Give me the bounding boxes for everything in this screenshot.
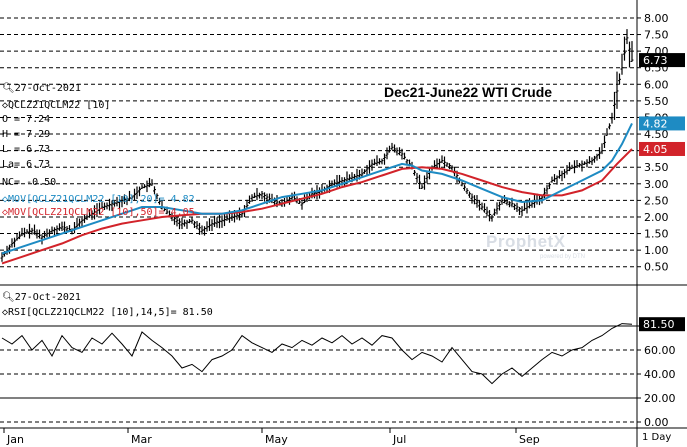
x-tick-label: Mar — [131, 433, 152, 446]
ma20-label: MOV[QCLZ21QCLM22 [10],20]= 4.82 — [8, 194, 195, 205]
rsi-tick-label: 20.00 — [644, 392, 676, 405]
price-tick-label: 7.50 — [644, 29, 669, 42]
rsi-tick-label: 40.00 — [644, 368, 676, 381]
rsi-line — [1, 323, 633, 385]
value-markers: 6.73 4.82 4.05 81.50 — [639, 53, 685, 332]
symbol-label: QCLZ21QCLM22 [10] — [8, 100, 111, 111]
moving-average-lines — [1, 122, 633, 265]
rsi-marker-label: 81.50 — [643, 318, 675, 331]
price-tick-label: 8.00 — [644, 12, 669, 25]
watermark-sub: powered by DTN — [540, 254, 586, 260]
magnifier-icon: 🔍︎ — [2, 83, 15, 94]
price-marker-ma20 — [639, 116, 685, 131]
net-change-value: NC= -0.50 — [2, 177, 57, 188]
price-tick-label: 3.50 — [644, 161, 669, 174]
ma50-label: MOV[QCLZ21QCLM22 [10],50]= 4.05 — [8, 207, 195, 218]
price-marker-last — [639, 53, 685, 68]
x-tick-label: Jul — [392, 433, 406, 446]
price-grid — [0, 17, 637, 268]
rsi-label-row: ◇RSI[QCLZ21QCLM22 [10],14,5]= 81.50 — [2, 307, 213, 319]
ma50-line — [1, 148, 633, 265]
rsi-grid — [0, 325, 637, 423]
diamond-icon: ◇ — [2, 100, 9, 111]
symbol-row: ◇QCLZ21QCLM22 [10] — [2, 100, 110, 112]
price-marker-label: 4.82 — [643, 117, 668, 130]
chart-title: Dec21-June22 WTI Crude — [384, 84, 553, 100]
rsi-date-row: 🔍︎27-Oct-2021 — [2, 292, 81, 304]
ma20-row: ◇MOV[QCLZ21QCLM22 [10],20]= 4.82 — [2, 194, 195, 206]
rsi-line-group — [1, 323, 633, 385]
diamond-icon: ◇ — [2, 307, 9, 318]
price-tick-label: 1.00 — [644, 244, 669, 257]
x-tick-label: Sep — [519, 433, 540, 446]
ma20-line — [1, 122, 633, 255]
rsi-label: RSI[QCLZ21QCLM22 [10],14,5]= 81.50 — [8, 307, 213, 318]
price-tick-label: 3.00 — [644, 178, 669, 191]
open-value: O = 7.24 — [2, 114, 51, 125]
last-value: La= 6.73 — [2, 159, 51, 170]
price-marker-label: 4.05 — [643, 143, 668, 156]
cursor-date-row: 🔍︎27-Oct-2021 — [2, 83, 81, 95]
price-tick-label: 1.50 — [644, 228, 669, 241]
price-tick-label: 6.00 — [644, 78, 669, 91]
rsi-date: 27-Oct-2021 — [14, 292, 81, 303]
ma50-row: ◇MOV[QCLZ21QCLM22 [10],50]= 4.05 — [2, 207, 195, 219]
diamond-icon: ◇ — [2, 207, 9, 218]
magnifier-icon: 🔍︎ — [2, 292, 15, 303]
price-bars — [0, 29, 634, 262]
rsi-marker — [639, 317, 685, 332]
price-tick-label: 2.50 — [644, 194, 669, 207]
price-tick-label: 0.50 — [644, 261, 669, 274]
x-tick-label: May — [265, 433, 288, 446]
x-tick-label: Jan — [6, 433, 24, 446]
watermark-logo: ProphetX — [486, 232, 566, 251]
high-value: H = 7.29 — [2, 129, 51, 140]
rsi-tick-label: 0.00 — [644, 416, 669, 429]
cursor-date: 27-Oct-2021 — [14, 83, 81, 94]
period-selector[interactable]: 1 Day — [642, 432, 672, 443]
price-tick-label: 2.00 — [644, 211, 669, 224]
low-value: L = 6.73 — [2, 144, 51, 155]
diamond-icon: ◇ — [2, 194, 9, 205]
price-marker-label: 6.73 — [643, 54, 668, 67]
rsi-tick-label: 60.00 — [644, 344, 676, 357]
price-marker-ma50 — [639, 141, 685, 156]
price-tick-label: 5.50 — [644, 95, 669, 108]
price-tick-label: 4.50 — [644, 128, 669, 141]
